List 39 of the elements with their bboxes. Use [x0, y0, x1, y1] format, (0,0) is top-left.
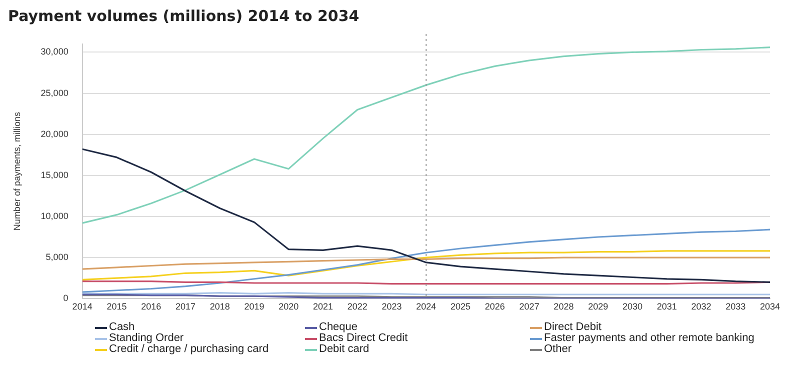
- y-tick-label: 20,000: [40, 128, 68, 139]
- x-tick-label: 2027: [519, 301, 540, 312]
- x-tick-label: 2022: [347, 301, 368, 312]
- y-tick-label: 30,000: [40, 46, 68, 57]
- y-tick-label: 0: [63, 293, 68, 304]
- x-tick-label: 2029: [588, 301, 608, 312]
- x-tick-label: 2014: [72, 301, 92, 312]
- legend-label: Bacs Direct Credit: [319, 332, 408, 344]
- x-tick-label: 2031: [656, 301, 677, 312]
- legend-label: Debit card: [319, 343, 370, 355]
- x-tick-label: 2016: [141, 301, 162, 312]
- legend-label: Standing Order: [109, 332, 184, 344]
- y-axis-title: Number of payments, millions: [12, 112, 22, 231]
- y-tick-label: 10,000: [40, 210, 68, 221]
- legend-label: Cheque: [319, 321, 358, 333]
- x-tick-label: 2019: [244, 301, 264, 312]
- x-tick-label: 2032: [691, 301, 712, 312]
- x-tick-label: 2034: [760, 301, 780, 312]
- legend-label: Faster payments and other remote banking: [544, 332, 754, 344]
- y-tick-label: 15,000: [40, 170, 68, 180]
- x-tick-label: 2017: [175, 301, 196, 312]
- x-tick-label: 2030: [622, 301, 642, 312]
- legend-label: Credit / charge / purchasing card: [109, 343, 269, 355]
- x-tick-label: 2028: [554, 301, 574, 312]
- legend-label: Direct Debit: [544, 321, 602, 333]
- x-tick-label: 2033: [726, 301, 746, 312]
- y-tick-label: 25,000: [40, 88, 68, 98]
- x-tick-label: 2024: [416, 301, 436, 312]
- y-tick-label: 5,000: [46, 252, 68, 262]
- x-tick-label: 2023: [382, 301, 402, 312]
- x-tick-label: 2021: [312, 301, 334, 312]
- x-tick-label: 2025: [450, 301, 471, 312]
- x-tick-label: 2018: [210, 301, 230, 312]
- legend-label: Other: [544, 343, 572, 355]
- chart-title: Payment volumes (millions) 2014 to 2034: [8, 6, 360, 25]
- x-tick-label: 2026: [484, 301, 505, 312]
- x-tick-label: 2020: [278, 301, 299, 312]
- x-tick-label: 2015: [106, 301, 127, 312]
- legend-label: Cash: [109, 321, 135, 333]
